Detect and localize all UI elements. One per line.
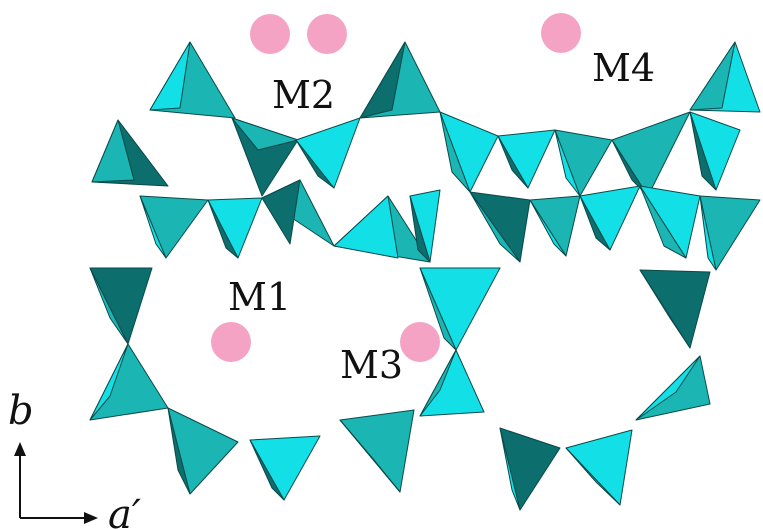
axis-label-a-prime: a′ xyxy=(108,492,141,529)
tetrahedron-face xyxy=(333,195,399,259)
tetrahedron xyxy=(249,435,321,501)
tetrahedron-face xyxy=(639,185,687,259)
tetrahedron-face xyxy=(439,111,471,193)
tetrahedron xyxy=(339,409,415,493)
tetrahedron-face xyxy=(529,199,567,257)
tetrahedron-face xyxy=(565,447,621,506)
site-label-m2: M2 xyxy=(272,73,335,117)
tetrahedron-face xyxy=(261,179,301,245)
axis-indicator: b a′ xyxy=(8,388,141,529)
tetrahedron-face xyxy=(499,427,521,511)
cation-m2-left xyxy=(250,14,290,54)
tetrahedron-face xyxy=(579,195,611,251)
cation-m1 xyxy=(211,322,251,362)
cation-sites xyxy=(211,13,581,362)
a-axis-arrow-head xyxy=(84,512,98,524)
tetrahedron-face xyxy=(91,119,135,183)
tetrahedron-face xyxy=(639,269,691,349)
tetrahedron-face xyxy=(419,349,457,417)
tetrahedron xyxy=(89,343,169,421)
tetrahedron-face xyxy=(635,355,701,421)
cation-m2-right xyxy=(307,14,347,54)
b-axis-arrow-head xyxy=(14,442,26,456)
tetrahedron-face xyxy=(139,195,167,259)
tetrahedron-face xyxy=(231,117,299,151)
tetrahedron-face xyxy=(149,41,191,111)
tetrahedron xyxy=(611,111,691,197)
tetrahedron-face xyxy=(689,41,736,111)
tetrahedron-face xyxy=(469,191,521,263)
tetrahedron xyxy=(529,195,581,257)
tetrahedra-framework xyxy=(89,41,761,511)
tetrahedron-face xyxy=(249,439,285,501)
cation-m3 xyxy=(400,322,440,362)
tetrahedron-face xyxy=(497,135,529,189)
tetrahedron-face xyxy=(699,195,717,271)
tetrahedron-face xyxy=(207,199,239,259)
tetrahedron-face xyxy=(419,267,457,351)
site-label-m3: M3 xyxy=(340,343,403,387)
site-label-m1: M1 xyxy=(228,275,291,319)
tetrahedron xyxy=(497,129,556,189)
tetrahedron-face xyxy=(295,139,335,189)
tetrahedron xyxy=(639,269,711,349)
cation-m4 xyxy=(541,13,581,53)
tetrahedron-face xyxy=(359,41,406,119)
tetrahedron-face xyxy=(554,129,581,197)
tetrahedron-face xyxy=(611,139,649,197)
tetrahedron-face xyxy=(689,111,717,191)
tetrahedron-face xyxy=(89,267,129,345)
tetrahedron xyxy=(565,429,633,506)
tetrahedron xyxy=(207,197,263,259)
site-label-m4: M4 xyxy=(592,46,655,90)
tetrahedron-face xyxy=(167,407,191,495)
axis-label-b: b xyxy=(8,388,34,434)
tetrahedron-face xyxy=(339,419,401,493)
tetrahedron-face xyxy=(409,195,431,263)
tetrahedron xyxy=(469,191,531,263)
tetrahedron-face xyxy=(89,343,129,421)
